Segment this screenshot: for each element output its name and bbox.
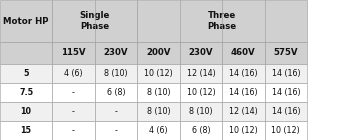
Bar xyxy=(0,64,52,83)
Bar xyxy=(0,0,52,42)
Text: Single
Phase: Single Phase xyxy=(80,11,110,31)
Text: 14 (16): 14 (16) xyxy=(271,107,300,116)
Text: 10 (12): 10 (12) xyxy=(186,88,215,97)
Text: 10: 10 xyxy=(21,107,32,116)
Text: 10 (12): 10 (12) xyxy=(271,126,300,135)
Bar xyxy=(265,83,307,102)
Text: 200V: 200V xyxy=(146,48,171,57)
Bar xyxy=(137,83,180,102)
Bar xyxy=(95,64,137,83)
Text: 12 (14): 12 (14) xyxy=(229,107,258,116)
Bar xyxy=(137,0,307,42)
Text: 10 (12): 10 (12) xyxy=(229,126,258,135)
Text: 230V: 230V xyxy=(189,48,213,57)
Bar xyxy=(137,64,180,83)
Text: 6 (8): 6 (8) xyxy=(107,88,125,97)
Bar xyxy=(52,64,95,83)
Text: 115V: 115V xyxy=(61,48,86,57)
Text: -: - xyxy=(114,126,117,135)
Text: 8 (10): 8 (10) xyxy=(147,107,170,116)
Bar xyxy=(0,121,52,140)
Text: 460V: 460V xyxy=(231,48,256,57)
Text: Three
Phase: Three Phase xyxy=(208,11,237,31)
Bar xyxy=(0,42,52,64)
Bar xyxy=(95,42,137,64)
Text: 4 (6): 4 (6) xyxy=(64,69,83,78)
Bar xyxy=(222,83,265,102)
Text: 12 (14): 12 (14) xyxy=(186,69,215,78)
Text: 15: 15 xyxy=(21,126,32,135)
Text: 14 (16): 14 (16) xyxy=(229,88,258,97)
Bar xyxy=(95,121,137,140)
Text: -: - xyxy=(72,126,75,135)
Text: 14 (16): 14 (16) xyxy=(271,88,300,97)
Bar xyxy=(137,42,180,64)
Bar xyxy=(52,102,95,121)
Bar xyxy=(95,83,137,102)
Text: Motor HP: Motor HP xyxy=(3,17,49,25)
Bar xyxy=(222,64,265,83)
Text: 8 (10): 8 (10) xyxy=(104,69,128,78)
Bar xyxy=(137,121,180,140)
Bar xyxy=(0,102,52,121)
Bar xyxy=(265,42,307,64)
Text: 230V: 230V xyxy=(104,48,128,57)
Bar xyxy=(180,102,222,121)
Bar xyxy=(52,83,95,102)
Bar xyxy=(0,83,52,102)
Text: 7.5: 7.5 xyxy=(19,88,33,97)
Text: 575V: 575V xyxy=(274,48,298,57)
Text: -: - xyxy=(72,107,75,116)
Bar xyxy=(52,42,95,64)
Bar xyxy=(180,83,222,102)
Text: 5: 5 xyxy=(23,69,29,78)
Bar xyxy=(265,64,307,83)
Bar xyxy=(95,102,137,121)
Text: 14 (16): 14 (16) xyxy=(271,69,300,78)
Text: 6 (8): 6 (8) xyxy=(192,126,210,135)
Bar xyxy=(180,64,222,83)
Text: 4 (6): 4 (6) xyxy=(149,126,168,135)
Bar xyxy=(180,121,222,140)
Bar xyxy=(265,102,307,121)
Bar xyxy=(180,42,222,64)
Bar xyxy=(222,42,265,64)
Bar xyxy=(137,102,180,121)
Bar xyxy=(52,121,95,140)
Bar xyxy=(222,121,265,140)
Bar xyxy=(265,121,307,140)
Bar xyxy=(52,0,137,42)
Text: 14 (16): 14 (16) xyxy=(229,69,258,78)
Text: 8 (10): 8 (10) xyxy=(189,107,213,116)
Text: -: - xyxy=(72,88,75,97)
Text: -: - xyxy=(114,107,117,116)
Bar xyxy=(222,102,265,121)
Text: 8 (10): 8 (10) xyxy=(147,88,170,97)
Text: 10 (12): 10 (12) xyxy=(144,69,173,78)
